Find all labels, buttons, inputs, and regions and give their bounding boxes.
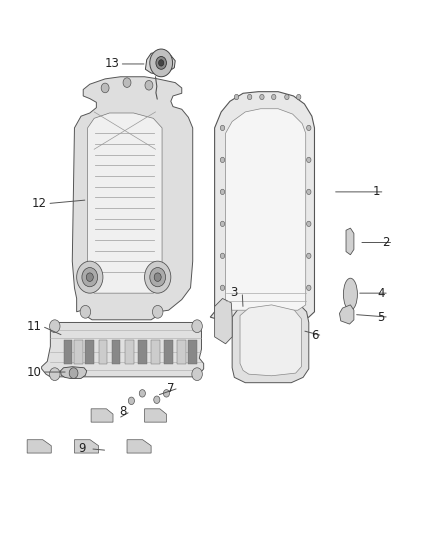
Ellipse shape: [343, 278, 357, 310]
Circle shape: [307, 157, 311, 163]
Circle shape: [156, 56, 166, 69]
Bar: [99, 340, 107, 364]
Text: 5: 5: [378, 311, 385, 324]
Text: 3: 3: [231, 286, 238, 298]
Circle shape: [297, 94, 301, 100]
Polygon shape: [127, 440, 151, 453]
Circle shape: [220, 125, 225, 131]
Bar: [112, 340, 120, 364]
Polygon shape: [226, 109, 306, 310]
Polygon shape: [72, 77, 193, 320]
Circle shape: [152, 305, 163, 318]
Bar: [188, 340, 197, 364]
Circle shape: [159, 60, 164, 66]
Text: 10: 10: [27, 366, 42, 378]
Bar: [151, 340, 160, 364]
Text: 7: 7: [167, 382, 175, 394]
Polygon shape: [346, 228, 354, 255]
Polygon shape: [74, 440, 99, 453]
Circle shape: [154, 396, 160, 403]
Circle shape: [145, 80, 153, 90]
Polygon shape: [215, 298, 232, 344]
Bar: [125, 340, 134, 364]
Circle shape: [80, 305, 91, 318]
Circle shape: [128, 397, 134, 405]
Bar: [74, 340, 83, 364]
Polygon shape: [27, 440, 51, 453]
Polygon shape: [88, 113, 162, 293]
Circle shape: [139, 390, 145, 397]
Text: 12: 12: [32, 197, 47, 210]
Circle shape: [307, 253, 311, 259]
Circle shape: [234, 94, 239, 100]
Circle shape: [220, 253, 225, 259]
Circle shape: [123, 78, 131, 87]
Bar: [138, 340, 147, 364]
Bar: [85, 340, 94, 364]
Text: 8: 8: [119, 405, 126, 418]
Bar: [164, 340, 173, 364]
Circle shape: [307, 285, 311, 290]
Text: 13: 13: [104, 58, 119, 70]
Bar: [64, 340, 72, 364]
Polygon shape: [339, 305, 354, 324]
Text: 4: 4: [377, 287, 385, 300]
Circle shape: [220, 221, 225, 227]
Polygon shape: [91, 409, 113, 422]
Circle shape: [69, 368, 78, 378]
Circle shape: [49, 320, 60, 333]
Polygon shape: [145, 409, 166, 422]
Polygon shape: [42, 322, 204, 377]
Polygon shape: [240, 305, 301, 376]
Text: 11: 11: [27, 320, 42, 333]
Circle shape: [247, 94, 252, 100]
Circle shape: [192, 368, 202, 381]
Circle shape: [49, 368, 60, 381]
Polygon shape: [232, 298, 309, 383]
Circle shape: [220, 189, 225, 195]
Circle shape: [220, 285, 225, 290]
Bar: [177, 340, 186, 364]
Circle shape: [77, 261, 103, 293]
Polygon shape: [60, 367, 87, 378]
Circle shape: [82, 268, 98, 287]
Text: 1: 1: [373, 185, 381, 198]
Circle shape: [192, 320, 202, 333]
Circle shape: [86, 273, 93, 281]
Text: 2: 2: [381, 236, 389, 249]
Circle shape: [163, 390, 170, 397]
Circle shape: [260, 94, 264, 100]
Circle shape: [307, 125, 311, 131]
Circle shape: [220, 157, 225, 163]
Circle shape: [150, 49, 173, 77]
Circle shape: [154, 273, 161, 281]
Circle shape: [285, 94, 289, 100]
Circle shape: [272, 94, 276, 100]
Polygon shape: [145, 52, 175, 75]
Circle shape: [307, 221, 311, 227]
Circle shape: [150, 268, 166, 287]
Text: 6: 6: [311, 329, 318, 342]
Circle shape: [145, 261, 171, 293]
Text: 9: 9: [78, 442, 86, 455]
Circle shape: [307, 189, 311, 195]
Polygon shape: [210, 92, 314, 321]
Circle shape: [101, 83, 109, 93]
